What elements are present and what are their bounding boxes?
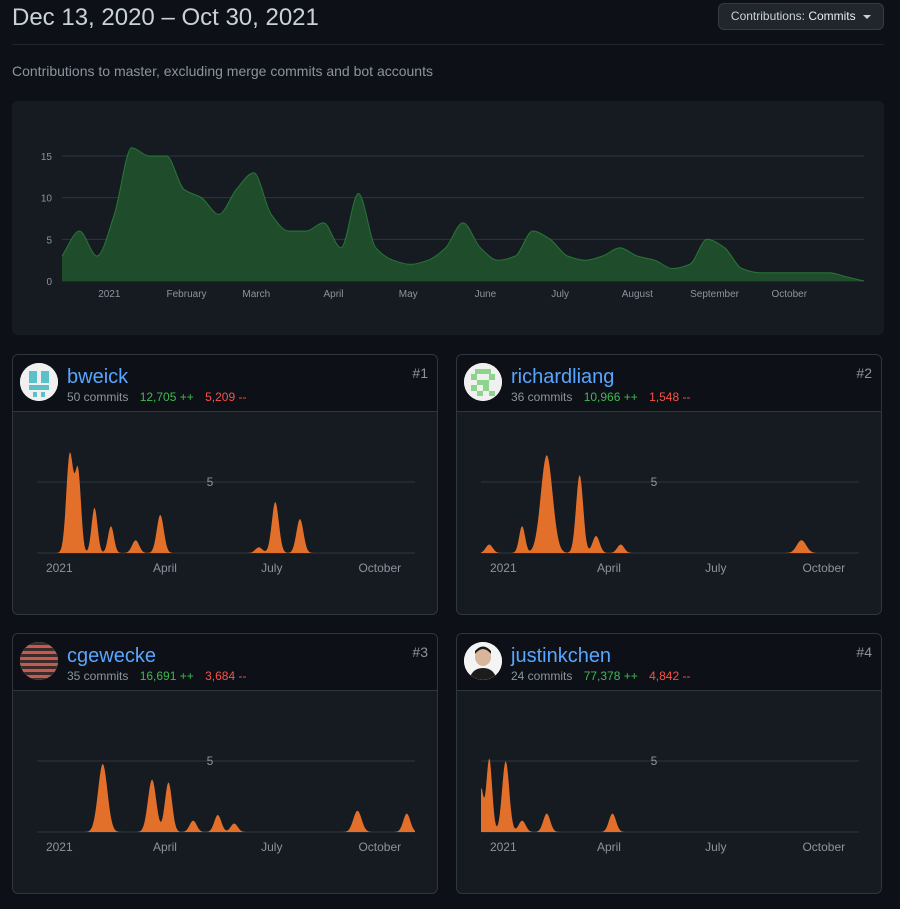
contributor-card-header: bweick 50 commits 12,705 ++ 5,209 -- #1 xyxy=(13,355,437,412)
contributor-stats: 24 commits 77,378 ++ 4,842 -- xyxy=(511,669,690,683)
y-tick-label: 5 xyxy=(46,235,52,246)
x-tick-label: August xyxy=(622,289,653,300)
x-tick-label: June xyxy=(475,289,497,300)
y-tick-label: 0 xyxy=(46,277,52,288)
x-tick-label: April xyxy=(153,561,177,575)
x-tick-label: July xyxy=(261,840,282,854)
x-tick-label: September xyxy=(690,289,740,300)
contributor-commits-area xyxy=(481,455,859,553)
contributor-commits-area xyxy=(37,763,415,832)
commits-area xyxy=(62,147,864,281)
y-tick-label: 10 xyxy=(41,194,53,205)
deletions-count: 4,842 -- xyxy=(649,669,691,683)
contributor-card-header: cgewecke 35 commits 16,691 ++ 3,684 -- #… xyxy=(13,634,437,691)
x-tick-label: March xyxy=(242,289,270,300)
x-tick-label: April xyxy=(323,289,343,300)
x-tick-label: 2021 xyxy=(98,289,121,300)
contributor-username[interactable]: cgewecke xyxy=(67,645,156,667)
deletions-count: 5,209 -- xyxy=(205,390,247,404)
x-tick-label: 2021 xyxy=(46,840,73,854)
caret-down-icon xyxy=(863,14,871,19)
x-tick-label: October xyxy=(802,561,845,575)
contributor-card-justinkchen: justinkchen 24 commits 77,378 ++ 4,842 -… xyxy=(456,633,882,894)
additions-count: 77,378 ++ xyxy=(583,669,638,683)
deletions-count: 1,548 -- xyxy=(649,390,691,404)
contributor-stats: 35 commits 16,691 ++ 3,684 -- xyxy=(67,669,246,683)
avatar[interactable] xyxy=(464,363,502,401)
x-tick-label: July xyxy=(705,561,726,575)
contributor-commits-area xyxy=(481,758,859,832)
x-tick-label: 2021 xyxy=(490,561,517,575)
x-tick-label: October xyxy=(358,840,401,854)
contributor-chart: 5 2021 April July October xyxy=(37,754,415,854)
y-tick-label: 5 xyxy=(651,754,658,768)
y-tick-label: 5 xyxy=(207,754,214,768)
x-tick-label: 2021 xyxy=(46,561,73,575)
commit-count-link[interactable]: 24 commits xyxy=(511,669,573,683)
contributions-dropdown-button[interactable]: Contributions: Commits xyxy=(717,3,884,30)
contributor-username[interactable]: justinkchen xyxy=(511,645,612,667)
contributor-card-bweick: bweick 50 commits 12,705 ++ 5,209 -- #1 … xyxy=(12,354,438,615)
additions-count: 10,966 ++ xyxy=(583,390,638,404)
contributor-username[interactable]: richardliang xyxy=(511,366,615,388)
x-tick-label: July xyxy=(551,289,569,300)
x-tick-label: October xyxy=(771,289,807,300)
contributor-chart: 5 2021 April July October xyxy=(37,452,415,575)
main-contributions-chart: 0 5 10 15 2021 February March April May June July A… xyxy=(12,101,884,335)
x-tick-label: 2021 xyxy=(490,840,517,854)
x-tick-label: February xyxy=(167,289,207,300)
page-header: Dec 13, 2020 – Oct 30, 2021 Contribution… xyxy=(12,0,884,45)
deletions-count: 3,684 -- xyxy=(205,669,247,683)
chart-subtitle: Contributions to master, excluding merge… xyxy=(12,63,433,79)
commits-line xyxy=(61,147,865,282)
contributor-card-richardliang: richardliang 36 commits 10,966 ++ 1,548 … xyxy=(456,354,882,615)
x-tick-label: October xyxy=(358,561,401,575)
y-tick-label: 5 xyxy=(651,475,658,489)
avatar[interactable] xyxy=(20,363,58,401)
contributor-card-cgewecke: cgewecke 35 commits 16,691 ++ 3,684 -- #… xyxy=(12,633,438,894)
y-tick-label: 5 xyxy=(207,475,214,489)
x-tick-label: April xyxy=(597,561,621,575)
additions-count: 16,691 ++ xyxy=(139,669,194,683)
x-tick-label: April xyxy=(153,840,177,854)
x-tick-label: April xyxy=(597,840,621,854)
commit-count-link[interactable]: 50 commits xyxy=(67,390,129,404)
x-tick-label: May xyxy=(399,289,418,300)
contributor-card-header: justinkchen 24 commits 77,378 ++ 4,842 -… xyxy=(457,634,881,691)
striped-photo-avatar-icon xyxy=(20,642,58,680)
contributor-rank: #3 xyxy=(412,644,428,660)
contributor-rank: #4 xyxy=(856,644,872,660)
contributor-commits-area xyxy=(37,452,415,553)
avatar[interactable] xyxy=(464,642,502,680)
contributions-value: Commits xyxy=(808,9,856,23)
avatar[interactable] xyxy=(20,642,58,680)
commit-count-link[interactable]: 36 commits xyxy=(511,390,573,404)
contributor-stats: 50 commits 12,705 ++ 5,209 -- xyxy=(67,390,246,404)
contributor-stats: 36 commits 10,966 ++ 1,548 -- xyxy=(511,390,690,404)
x-tick-label: July xyxy=(261,561,282,575)
x-tick-label: October xyxy=(802,840,845,854)
y-tick-label: 15 xyxy=(41,152,53,163)
person-photo-avatar-icon xyxy=(464,642,502,680)
contributor-card-header: richardliang 36 commits 10,966 ++ 1,548 … xyxy=(457,355,881,412)
contributor-rank: #1 xyxy=(412,365,428,381)
identicon-avatar-icon xyxy=(20,363,58,401)
additions-count: 12,705 ++ xyxy=(139,390,194,404)
date-range-title: Dec 13, 2020 – Oct 30, 2021 xyxy=(12,4,319,31)
contributor-rank: #2 xyxy=(856,365,872,381)
contributor-username[interactable]: bweick xyxy=(67,366,129,388)
contributor-chart: 5 2021 April July October xyxy=(481,455,859,575)
main-chart-svg: 0 5 10 15 2021 February March April May June July A… xyxy=(41,147,865,300)
contributor-chart: 5 2021 April July October xyxy=(481,754,859,854)
contributions-label: Contributions: xyxy=(730,9,805,23)
commit-count-link[interactable]: 35 commits xyxy=(67,669,129,683)
x-tick-label: July xyxy=(705,840,726,854)
identicon-avatar-icon xyxy=(464,363,502,401)
